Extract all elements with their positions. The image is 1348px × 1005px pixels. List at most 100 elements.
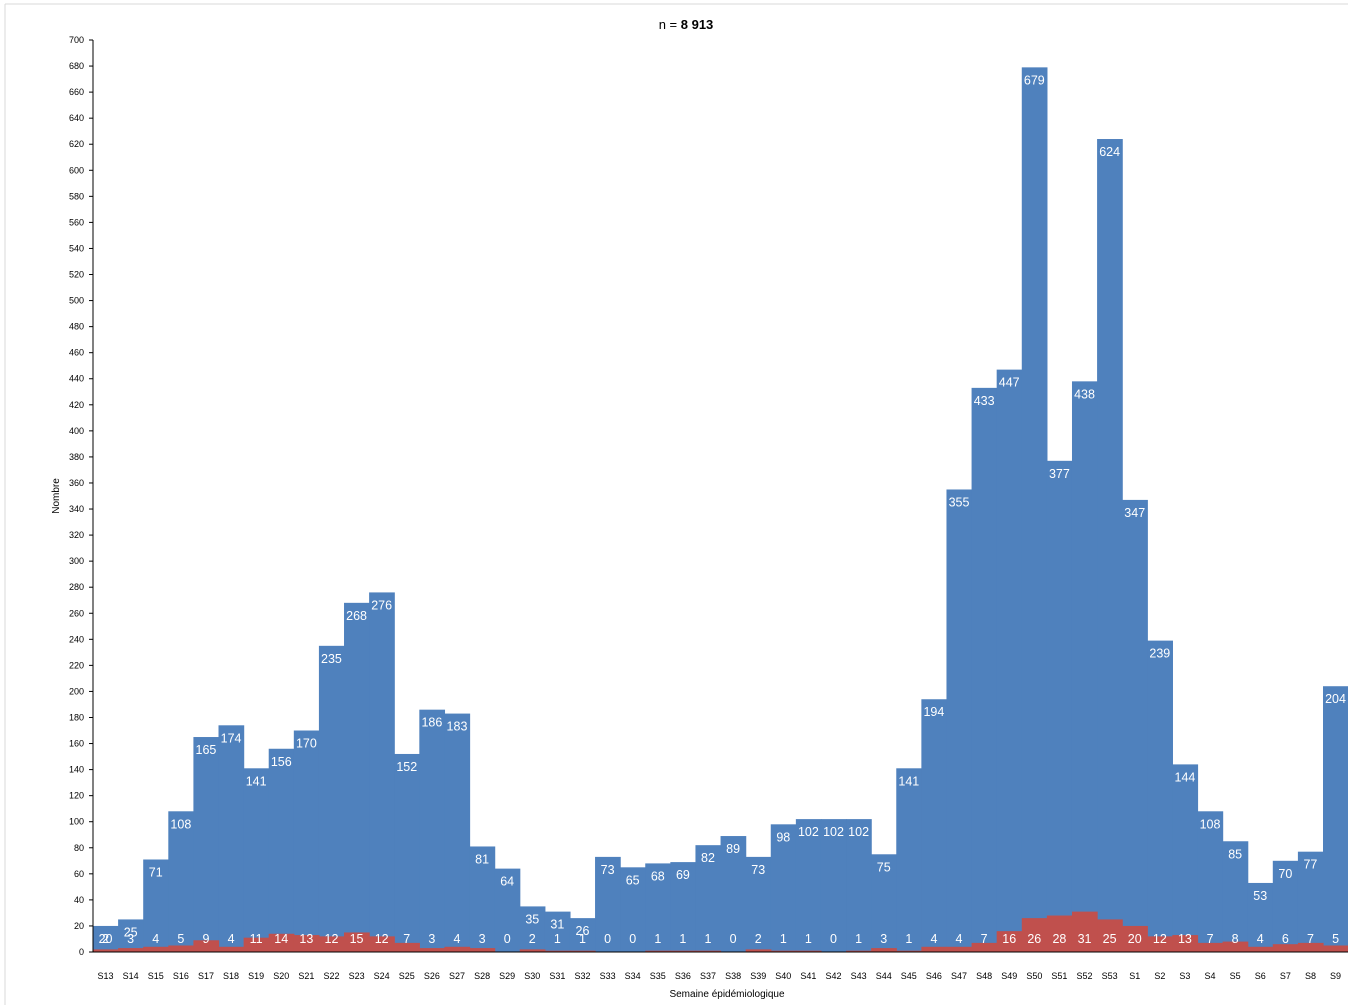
data-label-deaths-S25: 7 — [403, 932, 410, 946]
bar-deaths-S53 — [1097, 919, 1123, 952]
bar-deaths-S44 — [871, 948, 897, 952]
x-tick-label-S27: S27 — [449, 971, 465, 981]
data-label-deaths-S7: 6 — [1282, 932, 1289, 946]
data-label-deaths-S6: 4 — [1257, 932, 1264, 946]
bar-total-S32 — [569, 918, 596, 952]
x-tick-label-S49: S49 — [1001, 971, 1017, 981]
x-tick-label-S3: S3 — [1179, 971, 1190, 981]
y-tick-label: 300 — [69, 556, 84, 566]
bar-total-S52 — [1071, 381, 1098, 952]
data-label-total-S2: 239 — [1149, 647, 1170, 661]
bar-deaths-S52 — [1071, 911, 1098, 952]
data-label-total-S31: 31 — [550, 918, 564, 932]
bar-total-S39 — [745, 856, 772, 952]
data-label-deaths-S29: 0 — [504, 932, 511, 946]
y-axis-tick-labels: 0 20 40 60 80 100 120 140 160 180 200 220 240 260 280 3… — [69, 35, 93, 957]
bar-deaths-S18 — [218, 946, 245, 952]
x-tick-label-S46: S46 — [926, 971, 942, 981]
bar-deaths-S37 — [695, 950, 722, 952]
bar-total-S26 — [419, 709, 446, 952]
bar-total-S22 — [318, 645, 345, 952]
bar-deaths-S9 — [1323, 945, 1348, 952]
bar-total-S44 — [871, 854, 897, 952]
x-tick-label-S16: S16 — [173, 971, 189, 981]
bar-deaths-S19 — [243, 937, 270, 952]
y-tick-label: 520 — [69, 270, 84, 280]
data-label-total-S25: 152 — [396, 760, 417, 774]
data-label-deaths-S46: 4 — [930, 932, 937, 946]
bar-deaths-S20 — [268, 933, 295, 952]
x-tick-label-S25: S25 — [399, 971, 415, 981]
y-tick-label: 420 — [69, 400, 84, 410]
chart-title-value: 8 913 — [681, 17, 714, 32]
data-label-total-S52: 438 — [1074, 387, 1095, 401]
x-tick-label-S19: S19 — [248, 971, 264, 981]
data-label-deaths-S18: 4 — [228, 932, 235, 946]
data-label-deaths-S34: 0 — [629, 932, 636, 946]
x-tick-label-S32: S32 — [574, 971, 590, 981]
x-tick-label-S41: S41 — [800, 971, 816, 981]
data-label-total-S37: 82 — [701, 851, 715, 865]
data-label-total-S40: 98 — [776, 830, 790, 844]
bar-total-S13 — [93, 925, 119, 952]
data-label-deaths-S3: 13 — [1178, 932, 1192, 946]
x-tick-label-S7: S7 — [1280, 971, 1291, 981]
bar-total-S51 — [1046, 460, 1073, 952]
bar-total-S6 — [1247, 882, 1274, 952]
data-label-total-S14: 25 — [124, 925, 138, 939]
y-tick-label: 400 — [69, 426, 84, 436]
x-tick-label-S8: S8 — [1305, 971, 1316, 981]
bar-total-S20 — [268, 748, 295, 952]
bar-total-S30 — [519, 906, 546, 952]
data-label-total-S38: 89 — [726, 842, 740, 856]
data-label-deaths-S45: 1 — [905, 932, 912, 946]
data-label-deaths-S27: 4 — [454, 932, 461, 946]
x-tick-label-S36: S36 — [675, 971, 691, 981]
y-tick-label: 440 — [69, 374, 84, 384]
x-tick-label-S6: S6 — [1255, 971, 1266, 981]
data-label-total-S3: 144 — [1175, 770, 1196, 784]
data-label-total-S51: 377 — [1049, 467, 1070, 481]
data-label-total-S42: 102 — [823, 825, 844, 839]
bar-deaths-S31 — [544, 950, 571, 952]
data-label-total-S16: 108 — [170, 817, 191, 831]
data-label-total-S24: 276 — [371, 598, 392, 612]
x-axis-title: Semaine épidémiologique — [669, 989, 785, 1000]
data-label-total-S7: 70 — [1278, 867, 1292, 881]
x-tick-label-S14: S14 — [123, 971, 139, 981]
x-tick-label-S24: S24 — [374, 971, 390, 981]
data-label-deaths-S50: 26 — [1027, 932, 1041, 946]
data-label-total-S43: 102 — [848, 825, 869, 839]
y-tick-label: 80 — [74, 843, 84, 853]
data-label-total-S1: 347 — [1124, 506, 1145, 520]
data-label-deaths-S14: 3 — [127, 932, 134, 946]
y-tick-label: 340 — [69, 504, 84, 514]
data-label-total-S45: 141 — [898, 774, 919, 788]
bar-total-S34 — [620, 867, 646, 952]
bar-total-S37 — [695, 845, 722, 952]
bar-deaths-S51 — [1046, 915, 1073, 952]
chart-title-prefix: n = — [659, 17, 681, 32]
data-label-deaths-S36: 1 — [679, 932, 686, 946]
y-tick-label: 620 — [69, 139, 84, 149]
bar-total-S47 — [946, 489, 973, 952]
bar-total-S29 — [494, 868, 521, 952]
data-label-total-S35: 68 — [651, 869, 665, 883]
bar-total-S33 — [595, 856, 621, 952]
y-tick-label: 560 — [69, 217, 84, 227]
bar-total-S24 — [369, 592, 395, 952]
data-label-total-S39: 73 — [751, 863, 765, 877]
bar-total-S36 — [670, 862, 697, 952]
data-label-deaths-S15: 4 — [152, 932, 159, 946]
bar-deaths-S25 — [394, 942, 420, 952]
data-label-total-S8: 77 — [1303, 858, 1317, 872]
data-label-deaths-S16: 5 — [177, 932, 184, 946]
data-label-deaths-S52: 31 — [1078, 932, 1092, 946]
data-label-deaths-S42: 0 — [830, 932, 837, 946]
bar-deaths-S47 — [946, 946, 973, 952]
data-label-total-S4: 108 — [1200, 817, 1221, 831]
bar-deaths-S50 — [1021, 918, 1048, 952]
data-label-deaths-S19: 11 — [250, 932, 263, 946]
